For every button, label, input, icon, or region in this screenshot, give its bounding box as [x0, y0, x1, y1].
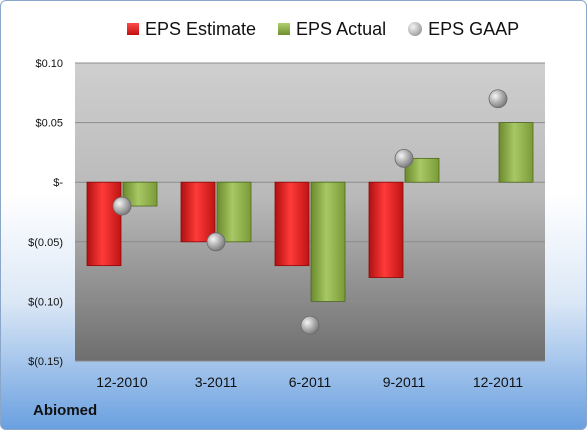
y-tick-label: $(0.05)	[28, 237, 63, 249]
bar-eps-estimate	[86, 181, 122, 267]
marker-eps-gaap	[112, 196, 132, 216]
marker-eps-gaap	[206, 232, 226, 252]
x-tick-label: 3-2011	[195, 374, 238, 390]
legend-label-actual: EPS Actual	[296, 18, 387, 39]
legend-marker-gaap	[408, 22, 423, 36]
marker-eps-gaap	[488, 89, 508, 109]
marker-eps-gaap	[394, 148, 414, 168]
x-tick-label: 6-2011	[289, 374, 332, 390]
x-tick-label: 12-2011	[473, 374, 524, 390]
bar-eps-estimate	[274, 181, 310, 267]
marker-eps-gaap	[300, 315, 320, 335]
y-tick-label: $0.05	[35, 118, 63, 130]
bar-eps-actual	[498, 122, 534, 183]
bar-eps-actual	[310, 181, 346, 302]
x-tick-label: 12-2010	[96, 374, 148, 390]
legend-item-estimate: EPS Estimate	[127, 19, 256, 40]
bar-eps-estimate	[180, 181, 216, 243]
y-tick-label: $(0.10)	[28, 296, 63, 308]
legend-swatch-estimate	[127, 23, 139, 35]
x-tick-label: 9-2011	[383, 374, 426, 390]
plot-area	[75, 63, 545, 361]
company-name: Abiomed	[33, 402, 98, 419]
bar-eps-actual	[122, 181, 158, 207]
legend-label-gaap: EPS GAAP	[428, 18, 520, 39]
legend-swatch-actual	[278, 23, 291, 35]
bar-eps-actual	[216, 181, 252, 243]
y-tick-label: $-	[53, 177, 63, 189]
legend: EPS Estimate EPS Actual EPS GAAP	[127, 17, 541, 41]
legend-item-actual: EPS Actual	[278, 19, 386, 40]
bar-eps-estimate	[368, 181, 404, 278]
legend-label-estimate: EPS Estimate	[145, 18, 257, 39]
y-tick-label: $(0.15)	[28, 356, 63, 368]
bar-eps-actual	[404, 157, 440, 183]
y-tick-label: $0.10	[35, 58, 63, 70]
legend-item-gaap: EPS GAAP	[408, 19, 519, 40]
